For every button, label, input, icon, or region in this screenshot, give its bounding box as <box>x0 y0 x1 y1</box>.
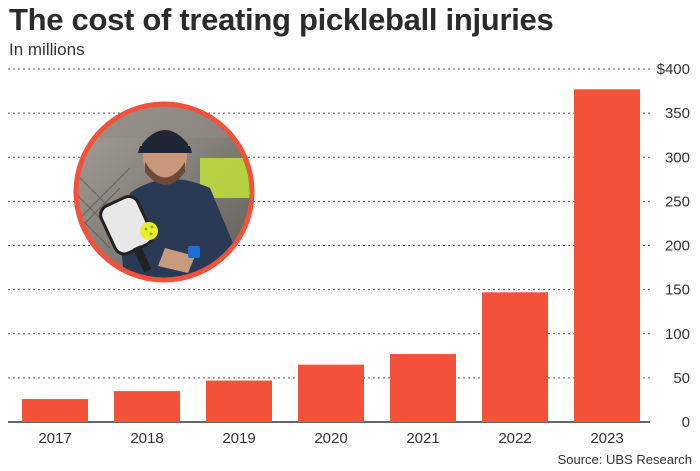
y-axis-ticks: 0 50 100 150 200 250 300 350 $400 <box>657 61 690 431</box>
x-tick-label: 2018 <box>130 430 163 447</box>
bar-2023 <box>574 89 640 423</box>
y-tick-label: 50 <box>673 370 690 387</box>
x-tick-label: 2020 <box>314 430 347 447</box>
y-tick-label: 100 <box>665 326 690 343</box>
x-tick-label: 2022 <box>498 430 531 447</box>
y-tick-label: 300 <box>665 149 690 166</box>
x-tick-label: 2019 <box>222 430 255 447</box>
source-note: Source: UBS Research <box>557 452 692 467</box>
chart-title: The cost of treating pickleball injuries <box>9 2 554 37</box>
x-tick-label: 2021 <box>406 430 439 447</box>
bar-2018 <box>114 391 180 422</box>
chart-subtitle: In millions <box>9 40 85 59</box>
y-tick-label: 250 <box>665 193 690 210</box>
y-tick-label: 350 <box>665 105 690 122</box>
x-tick-label: 2017 <box>38 430 71 447</box>
pickleball-player-photo <box>70 98 258 286</box>
bar-2020 <box>298 364 364 422</box>
bar-2021 <box>390 354 456 422</box>
y-tick-label: 200 <box>665 238 690 255</box>
x-axis-ticks: 2017 2018 2019 2020 2021 2022 2023 <box>38 430 623 447</box>
x-tick-label: 2023 <box>590 430 623 447</box>
y-tick-label: 0 <box>682 414 690 431</box>
y-tick-label: 150 <box>665 282 690 299</box>
bar-2022 <box>482 292 548 422</box>
bar-2017 <box>22 399 88 422</box>
bar-2019 <box>206 380 272 422</box>
y-tick-label: $400 <box>657 61 690 78</box>
bars <box>22 89 640 423</box>
